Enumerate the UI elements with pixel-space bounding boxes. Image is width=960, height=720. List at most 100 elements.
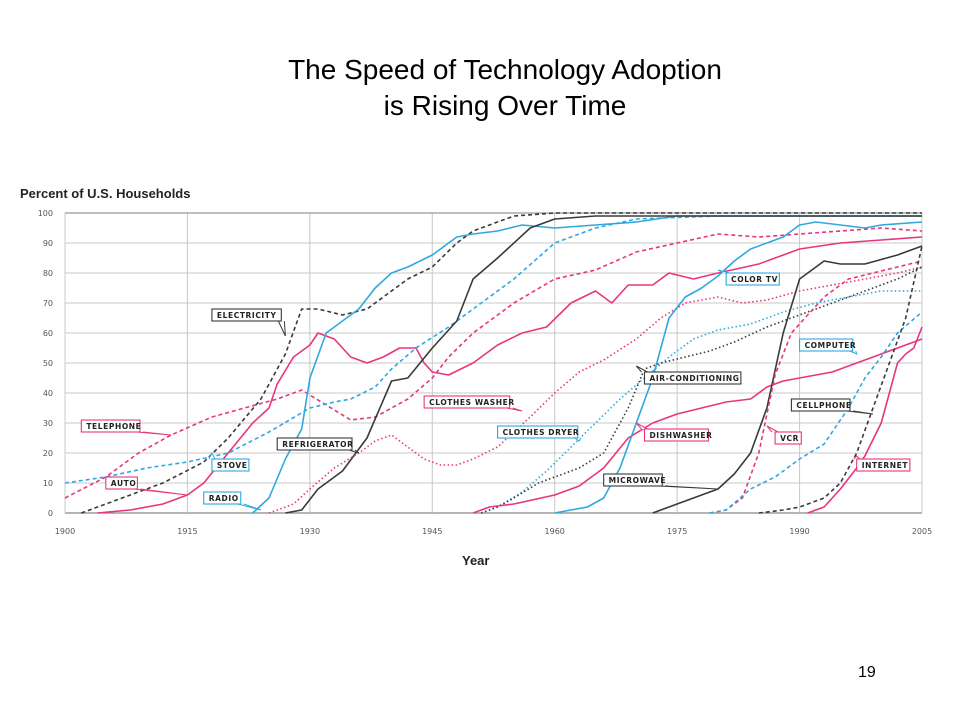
y-tick-label-20: 20 <box>43 449 53 458</box>
x-axis-label: Year <box>462 553 490 568</box>
callout-clothes-dryer: CLOTHES DRYER <box>497 425 582 442</box>
callout-box-clothes-dryer <box>497 425 579 439</box>
callout-label-clothes-dryer: CLOTHES DRYER <box>503 428 580 437</box>
callout-label-computer: COMPUTER <box>805 341 857 350</box>
series-line-electricity <box>81 212 922 514</box>
x-tick-label-1915: 1915 <box>177 527 197 536</box>
callout-label-dishwasher: DISHWASHER <box>649 431 712 440</box>
callout-label-internet: INTERNET <box>862 461 909 470</box>
series-line-cellphone <box>758 245 923 514</box>
y-tick-label-50: 50 <box>43 359 53 368</box>
callout-box-computer <box>799 338 854 352</box>
callout-air-conditioning: AIR-CONDITIONING <box>635 365 742 385</box>
title-line-2: is Rising Over Time <box>383 90 627 121</box>
callout-pointer-air-conditioning <box>635 365 648 373</box>
series-line-vcr <box>709 260 923 514</box>
series-line-color-tv <box>554 221 923 514</box>
callout-pointer-refrigerator <box>348 449 360 454</box>
series-line-clothes-washer <box>268 266 923 514</box>
callout-label-refrigerator: REFRIGERATOR <box>282 440 353 449</box>
callout-label-microwave: MICROWAVE <box>609 476 666 485</box>
callout-box-internet <box>856 458 911 472</box>
series-line-stove <box>64 215 922 484</box>
callout-label-radio: RADIO <box>209 494 239 503</box>
callout-dishwasher: DISHWASHER <box>635 422 712 442</box>
callout-label-auto: AUTO <box>111 479 137 488</box>
callout-label-air-conditioning: AIR-CONDITIONING <box>649 374 739 383</box>
series-line-internet <box>807 326 923 514</box>
callout-box-refrigerator <box>276 437 353 451</box>
series-line-refrigerator <box>285 215 922 514</box>
x-tick-label-1930: 1930 <box>300 527 320 536</box>
callout-pointer-cellphone <box>846 410 874 415</box>
y-tick-label-60: 60 <box>43 329 53 338</box>
callout-pointer-radio <box>237 503 262 511</box>
callout-box-cellphone <box>790 398 851 412</box>
callout-label-telephone: TELEPHONE <box>86 422 141 431</box>
chart-callouts: ELECTRICITY TELEPHONE AUTO STOVE RADIO REFRIG… <box>80 269 911 511</box>
callout-label-vcr: VCR <box>780 434 799 443</box>
callout-pointer-electricity <box>277 320 286 337</box>
callout-pointer-vcr <box>766 425 779 433</box>
series-line-dishwasher <box>472 338 923 514</box>
callout-pointer-color-tv <box>717 269 730 274</box>
series-line-air-conditioning <box>481 266 923 514</box>
callout-microwave: MICROWAVE <box>603 473 719 490</box>
callout-pointer-stove <box>208 451 216 460</box>
callout-pointer-microwave <box>659 485 719 490</box>
y-tick-label-40: 40 <box>43 389 53 398</box>
callout-pointer-auto <box>134 488 188 496</box>
callout-label-electricity: ELECTRICITY <box>217 311 277 320</box>
callout-internet: INTERNET <box>853 455 911 472</box>
callout-vcr: VCR <box>766 425 802 445</box>
callout-auto: AUTO <box>105 476 188 496</box>
callout-box-dishwasher <box>643 428 710 442</box>
chart-ticks: 0 10 20 30 40 50 60 70 80 90 100 1900 1915 1930 1945 19… <box>38 209 932 536</box>
callout-pointer-computer <box>849 350 858 355</box>
y-axis-label: Percent of U.S. Households <box>20 186 191 201</box>
callout-label-cellphone: CELLPHONE <box>796 401 851 410</box>
callout-box-color-tv <box>725 272 780 286</box>
callout-refrigerator: REFRIGERATOR <box>276 437 360 454</box>
callout-pointer-dishwasher <box>635 422 648 430</box>
y-tick-label-90: 90 <box>43 239 53 248</box>
callout-cellphone: CELLPHONE <box>790 398 874 415</box>
callout-color-tv: COLOR TV <box>717 269 780 286</box>
x-tick-label-1990: 1990 <box>789 527 809 536</box>
y-tick-label-80: 80 <box>43 269 53 278</box>
x-tick-label-1975: 1975 <box>667 527 687 536</box>
series-line-telephone <box>64 227 923 499</box>
series-line-microwave <box>652 245 923 514</box>
callout-pointer-internet <box>853 455 861 460</box>
callout-electricity: ELECTRICITY <box>211 308 286 337</box>
callout-box-auto <box>105 476 138 490</box>
y-tick-label-100: 100 <box>38 209 53 218</box>
slide-title: The Speed of Technology Adoption is Risi… <box>0 52 960 124</box>
series-line-auto <box>97 236 923 514</box>
callout-label-color-tv: COLOR TV <box>731 275 778 284</box>
series-line-computer <box>709 311 923 514</box>
callout-box-clothes-washer <box>423 395 511 409</box>
y-tick-label-30: 30 <box>43 419 53 428</box>
callout-pointer-clothes-dryer <box>574 437 582 442</box>
callout-telephone: TELEPHONE <box>80 419 172 436</box>
callout-box-microwave <box>603 473 663 487</box>
x-tick-label-1945: 1945 <box>422 527 442 536</box>
page-number: 19 <box>858 664 876 681</box>
callout-radio: RADIO <box>203 491 262 511</box>
callout-pointer-clothes-washer <box>506 407 523 412</box>
callout-box-electricity <box>211 308 282 322</box>
series-line-clothes-dryer <box>481 290 922 514</box>
callout-clothes-washer: CLOTHES WASHER <box>423 395 523 412</box>
x-tick-label-1900: 1900 <box>55 527 75 536</box>
callout-pointer-telephone <box>136 431 172 436</box>
y-tick-label-0: 0 <box>48 509 53 518</box>
callout-label-clothes-washer: CLOTHES WASHER <box>429 398 515 407</box>
callout-box-air-conditioning <box>643 371 742 385</box>
series-line-radio <box>252 215 922 514</box>
callout-box-telephone <box>80 419 141 433</box>
callout-label-stove: STOVE <box>217 461 248 470</box>
callout-stove: STOVE <box>208 451 250 472</box>
chart-series <box>64 212 923 514</box>
